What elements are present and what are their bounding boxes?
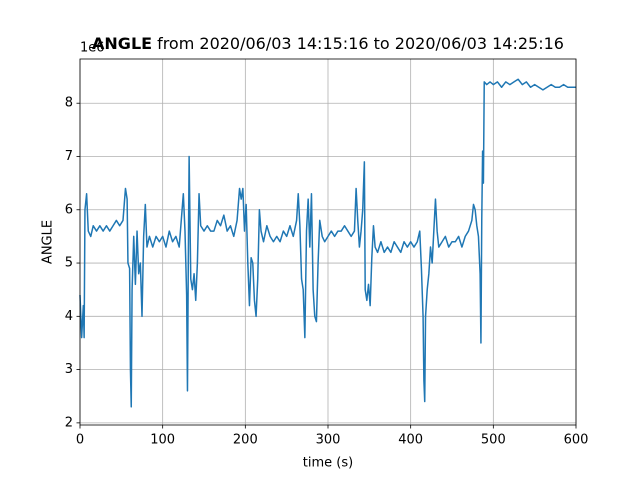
x-tick-label: 0	[76, 433, 84, 448]
x-tick-label: 200	[233, 433, 258, 448]
x-tick-label: 100	[150, 433, 175, 448]
x-tick-label: 300	[316, 433, 341, 448]
x-tick-label: 400	[398, 433, 423, 448]
x-tick-label: 500	[481, 433, 506, 448]
y-tick-label: 6	[65, 202, 73, 217]
data-line	[79, 78, 576, 408]
y-tick-label: 8	[65, 96, 73, 111]
y-tick-label: 7	[65, 149, 73, 164]
chart-title: ANGLE from 2020/06/03 14:15:16 to 2020/06…	[92, 34, 564, 53]
title-bold: ANGLE	[92, 34, 152, 53]
y-axis-label: ANGLE	[41, 220, 56, 264]
title-rest: from 2020/06/03 14:15:16 to 2020/06/03 1…	[157, 34, 564, 53]
y-offset-label: 1e6	[80, 41, 105, 56]
x-tick-label: 600	[564, 433, 589, 448]
y-tick-label: 4	[65, 309, 73, 324]
x-axis-label: time (s)	[303, 456, 353, 471]
axes-frame	[79, 58, 577, 426]
y-tick-label: 3	[65, 362, 73, 377]
y-tick-label: 2	[65, 415, 73, 430]
y-tick-label: 5	[65, 256, 73, 271]
